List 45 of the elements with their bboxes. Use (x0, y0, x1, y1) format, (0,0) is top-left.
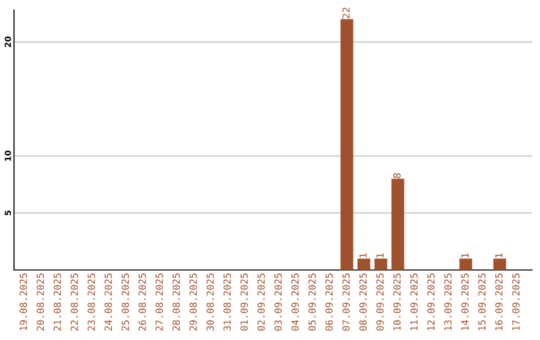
x-tick-label: 14.09.2025 (461, 274, 469, 330)
x-tick-label: 30.08.2025 (206, 274, 214, 331)
data-label: 8 (393, 173, 401, 178)
x-tick-label: 29.08.2025 (190, 274, 197, 331)
x-tick-label: 20.08.2025 (36, 274, 44, 331)
x-tick-label: 17.09.2025 (512, 274, 520, 330)
data-label: 1 (461, 253, 468, 258)
y-tick-label: 10 (4, 150, 11, 161)
x-tick-label: 31.08.2025 (223, 274, 231, 331)
x-tick-label: 09.09.2025 (376, 274, 384, 331)
bar (391, 178, 404, 270)
x-tick-label: 16.09.2025 (495, 274, 503, 330)
data-label: 1 (376, 253, 384, 258)
data-label: 22 (342, 8, 350, 18)
x-tick-label: 27.08.2025 (156, 274, 163, 331)
x-tick-label: 24.08.2025 (104, 274, 112, 331)
data-label: 1 (359, 253, 367, 258)
x-tick-label: 02.09.2025 (257, 274, 265, 331)
x-tick-label: 01.09.2025 (240, 274, 248, 331)
x-tick-label: 13.09.2025 (444, 274, 452, 330)
x-tick-label: 28.08.2025 (172, 274, 180, 331)
x-tick-label: 06.09.2025 (325, 274, 333, 331)
x-tick-label: 05.09.2025 (308, 274, 316, 331)
y-tick-label: 5 (4, 210, 11, 216)
bar (357, 258, 370, 270)
bar (493, 258, 506, 270)
x-tick-label: 08.09.2025 (359, 274, 367, 331)
x-tick-label: 15.09.2025 (478, 274, 486, 330)
bar (459, 258, 472, 270)
bar (340, 19, 354, 270)
y-tick-label: 20 (4, 36, 11, 48)
x-tick-label: 25.08.2025 (122, 274, 129, 331)
x-tick-label: 26.08.2025 (138, 274, 146, 331)
bar (374, 258, 388, 270)
data-label: 1 (495, 253, 502, 258)
x-tick-label: 07.09.2025 (342, 274, 350, 331)
x-tick-label: 22.08.2025 (70, 274, 78, 331)
x-tick-label: 11.09.2025 (410, 274, 418, 330)
x-tick-label: 12.09.2025 (427, 274, 435, 330)
x-tick-label: 04.09.2025 (291, 274, 299, 331)
x-tick-label: 10.09.2025 (393, 274, 401, 330)
x-tick-label: 23.08.2025 (88, 274, 95, 331)
x-tick-label: 19.08.2025 (20, 274, 28, 330)
x-tick-label: 03.09.2025 (274, 274, 282, 331)
x-tick-label: 21.08.2025 (54, 274, 62, 331)
